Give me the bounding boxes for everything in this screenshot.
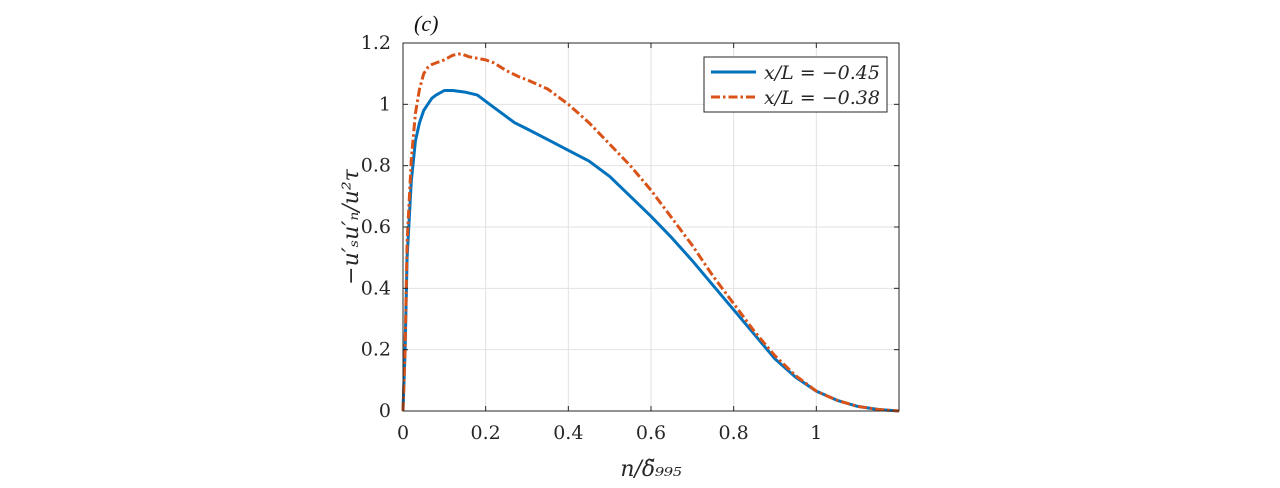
y-axis-label: −u′ₛu′ₙ/u²τ (339, 168, 364, 284)
legend-box (703, 56, 888, 113)
y-tick-label: 0.4 (361, 277, 391, 299)
panel-label: (c) (414, 11, 438, 36)
x-tick-label: 0.4 (553, 422, 583, 444)
x-tick-label: 1 (810, 422, 822, 444)
y-tick-label: 0.6 (361, 216, 391, 238)
x-tick-label: 0.6 (636, 422, 666, 444)
series-line-1 (401, 89, 900, 413)
x-tick-label: 0 (397, 422, 409, 444)
y-tick-label: 0 (379, 400, 391, 422)
series-line-2 (401, 52, 900, 413)
x-axis-label: n/δ̃₉₉₅ (620, 457, 681, 482)
x-tick-label: 0.2 (471, 422, 501, 444)
y-tick-label: 0.2 (361, 339, 391, 361)
x-tick-label: 0.8 (719, 422, 749, 444)
y-tick-label: 1.2 (361, 32, 391, 54)
tick-labels: 0 0.2 0.4 0.6 0.8 1 0 0.2 0.4 0.6 0.8 1 1.2 (361, 32, 823, 444)
legend-label-series-2: x/L = −0.38 (764, 87, 880, 109)
y-tick-label: 0.8 (361, 155, 391, 177)
tick-marks (402, 42, 899, 412)
y-tick-label: 1 (379, 93, 391, 115)
legend-label-series-1: x/L = −0.45 (764, 62, 880, 84)
series-layer (401, 52, 900, 413)
legend: x/L = −0.45 x/L = −0.38 (703, 56, 888, 113)
